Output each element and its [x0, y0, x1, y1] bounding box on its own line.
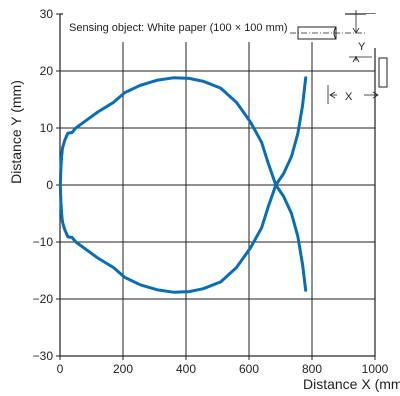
- series-group: [58, 76, 308, 294]
- sensor-diagram: Sensing object: White paper (100 × 100 m…: [63, 10, 399, 104]
- y-offset-label: Y: [358, 41, 366, 53]
- x-distance-label: X: [345, 91, 353, 103]
- diagram-background: [366, 14, 399, 48]
- x-tick-label-0: 0: [57, 362, 64, 376]
- x-distance-label-background: [338, 88, 364, 102]
- y-tick-label-20: 20: [40, 64, 54, 78]
- y-tick-label--30: −30: [33, 349, 54, 363]
- annotation-text: Sensing object: White paper (100 × 100 m…: [69, 22, 288, 34]
- x-tick-label-200: 200: [113, 362, 133, 376]
- x-tick-label-400: 400: [176, 362, 196, 376]
- x-tick-labels: 0 200 400 600 800 1000: [57, 362, 389, 376]
- y-tick-labels: −30 −20 −10 0 10 20 30: [33, 7, 54, 363]
- y-tick-label--10: −10: [33, 235, 54, 249]
- y-offset-arrowhead-top: [352, 27, 360, 34]
- y-tick-label-0: 0: [46, 178, 53, 192]
- y-axis-title: Distance Y (mm): [8, 80, 24, 184]
- x-axis-title: Distance X (mm): [303, 376, 400, 392]
- x-distance-arrowhead-left: [329, 91, 336, 99]
- series-line-0: [58, 76, 308, 294]
- y-tick-label-10: 10: [40, 121, 54, 135]
- grid: [56, 13, 376, 360]
- y-tick-label-30: 30: [40, 7, 54, 21]
- target-plate: [378, 57, 388, 88]
- x-distance-arrowhead-right: [372, 91, 379, 99]
- x-tick-label-1000: 1000: [362, 362, 389, 376]
- x-tick-label-600: 600: [239, 362, 259, 376]
- x-tick-label-800: 800: [302, 362, 322, 376]
- y-tick-label--20: −20: [33, 292, 54, 306]
